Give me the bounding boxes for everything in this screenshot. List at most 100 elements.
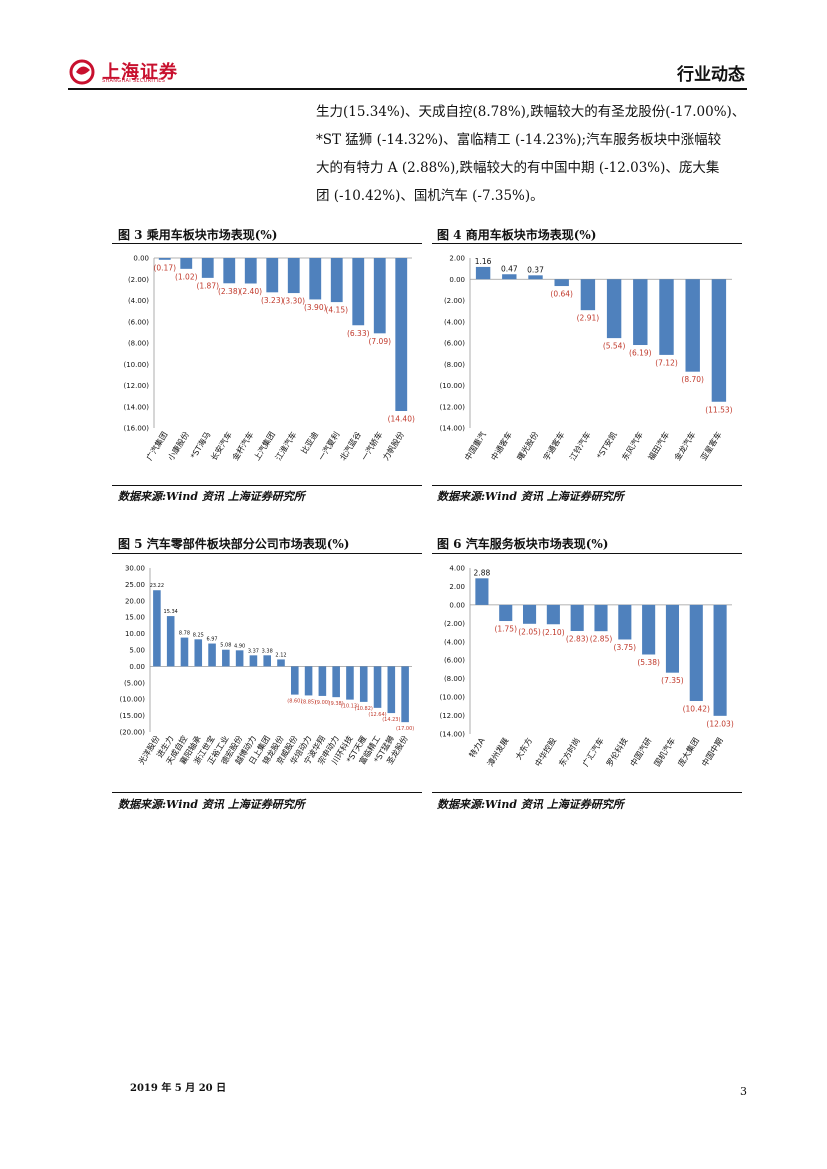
bar [594,604,608,632]
bar [659,279,674,355]
bar [618,604,632,640]
bar [318,666,327,696]
fig6-title: 图 6 汽车服务板块市场表现(%) [437,537,609,551]
data-label: (0.64) [550,290,573,299]
bar [685,279,700,372]
bar [580,279,596,311]
y-tick-label: 0.00 [129,663,145,671]
bar [642,604,656,655]
data-label: 5.08 [220,643,231,649]
y-tick-label: (15.00) [119,712,145,720]
y-tick-label: 0.00 [133,255,149,263]
paragraph-line: 团 (-10.42%)、国机汽车 (-7.35%)。 [316,188,544,204]
bar [633,279,648,346]
fig6-top-rule [432,553,742,555]
category-label: 东风汽车 [620,430,645,462]
data-label: (2.83) [566,634,589,643]
y-tick-label: (4.00) [444,638,465,646]
data-label: (6.19) [629,349,652,358]
data-label: (5.38) [637,658,660,667]
data-label: (5.54) [603,342,626,351]
category-label: 中国汽研 [628,736,653,768]
fig3-source: 数据来源:Wind 资讯 上海证券研究所 [118,490,305,503]
data-label: (9.38) [329,701,344,707]
fig3-bottom-rule [112,485,422,487]
y-tick-label: (6.00) [444,657,465,665]
logo-text: 上海证券 [102,62,178,83]
bar [266,258,279,293]
y-tick-label: (20.00) [119,729,145,737]
fig4-top-rule [432,243,742,245]
data-label: (2.10) [542,628,565,637]
fig6-chart: 4.00 2.00 0.00 (2.00) (4.00) (6.00) (8.00) (10.… [439,565,733,769]
logo-subtext: SHANGHAI SECURITIES [102,78,166,84]
category-label: 国机汽车 [652,736,677,768]
section-title: 行业动态 [677,65,745,85]
y-tick-label: (5.00) [124,679,145,687]
y-tick-label: (6.00) [128,318,149,326]
data-label: 2.12 [275,652,286,658]
bar [475,578,489,605]
data-label: (2.05) [518,627,541,636]
category-label: 庞大集团 [676,736,701,768]
category-label: *ST海马 [188,430,212,461]
y-tick-label: (10.00) [439,382,465,390]
fig3-top-rule [112,243,422,245]
data-label: (3.23) [261,296,284,305]
data-label: (2.40) [239,287,262,296]
bar [665,604,680,673]
fig5-chart: 30.00 25.00 20.00 15.00 10.00 5.00 0.00 (5.00) (… [119,565,414,767]
paragraph-line: 大的有特力 A (2.88%),跌幅较大的有中国中期 (-12.03%)、庞大集 [316,160,720,176]
data-label: (3.90) [304,303,327,312]
data-label: (1.87) [196,281,219,290]
data-label: (9.00) [315,700,330,706]
data-label: (8.60) [287,699,302,705]
category-label: 比亚迪 [299,430,320,456]
y-tick-label: (10.00) [123,361,149,369]
footer-date: 2019 年 5 月 20 日 [130,1083,227,1094]
category-label: 中通客车 [489,430,514,462]
data-label: 8.78 [179,631,190,637]
y-tick-label: 5.00 [129,647,145,655]
data-label: (10.13) [341,704,359,710]
category-label: 中华控股 [533,736,558,768]
fig4-title: 图 4 商用车板块市场表现(%) [437,228,597,242]
bar [502,274,517,280]
y-tick-label: (8.00) [128,340,149,348]
bar [223,258,236,284]
bar [395,258,408,411]
category-label: 亚星客车 [698,430,723,462]
y-tick-label: (2.00) [444,620,465,628]
bar [528,275,543,280]
data-label: (7.09) [368,337,391,346]
data-label: (1.75) [494,625,517,634]
bar [401,666,409,723]
bar [158,258,171,260]
y-tick-label: (14.00) [439,731,465,739]
data-label: 3.38 [262,648,273,654]
category-label: 宇通客车 [541,430,566,462]
category-label: 金龙汽车 [672,430,697,462]
y-tick-label: 30.00 [125,565,145,573]
bar [499,604,513,622]
fig5-title: 图 5 汽车零部件板块部分公司市场表现(%) [118,537,350,551]
data-label: (4.15) [325,306,348,315]
data-label: 0.37 [527,265,544,274]
fig4-bottom-rule [432,485,742,487]
fig4-source: 数据来源:Wind 资讯 上海证券研究所 [437,490,624,503]
page-number: 3 [740,1085,747,1098]
data-label: (10.42) [683,704,710,713]
y-tick-label: (2.00) [128,276,149,284]
y-tick-label: (12.00) [439,403,465,411]
y-tick-label: (4.00) [128,297,149,305]
fig5-bottom-rule [112,792,422,794]
data-label: 0.47 [501,264,518,273]
fig3-title: 图 3 乘用车板块市场表现(%) [118,228,278,242]
paragraph-line: *ST 猛狮 (-14.32%)、富临精工 (-14.23%);汽车服务板块中涨… [316,132,722,148]
fig3-chart: 0.00 (2.00) (4.00) (6.00) (8.00) (10.00) (12.0… [123,255,414,463]
data-label: (3.30) [282,297,305,306]
bar [689,604,703,701]
data-label: (12.03) [706,719,733,728]
y-tick-label: 2.00 [449,583,465,591]
data-label: (1.02) [175,272,198,281]
